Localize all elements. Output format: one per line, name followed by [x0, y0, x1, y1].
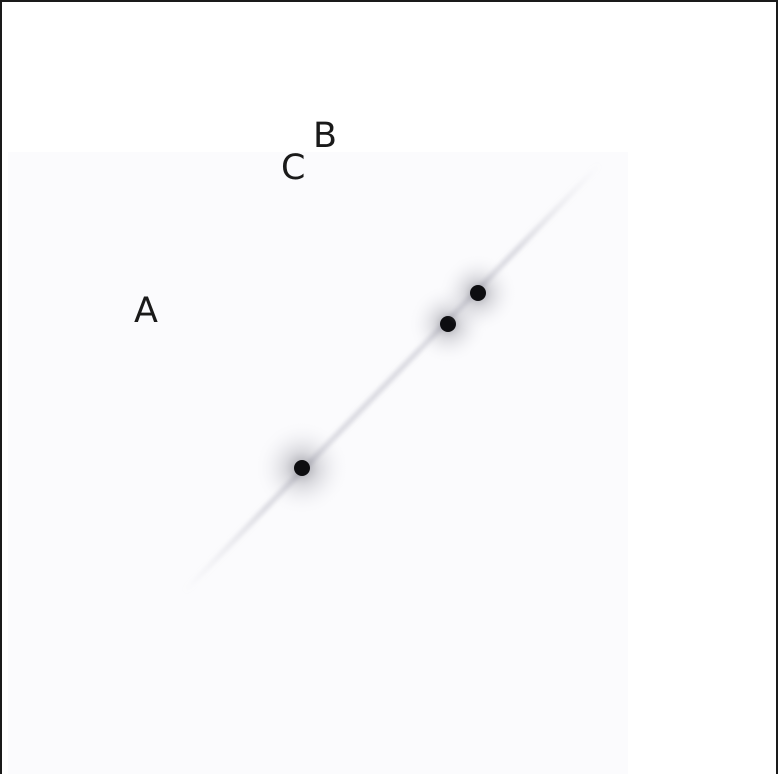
- label-a: A: [134, 291, 158, 331]
- diffraction-streak: [182, 162, 602, 594]
- label-c: C: [281, 148, 306, 188]
- bright-source-upper: [438, 253, 518, 333]
- bright-source-lower: [254, 420, 350, 516]
- label-b: B: [313, 116, 338, 156]
